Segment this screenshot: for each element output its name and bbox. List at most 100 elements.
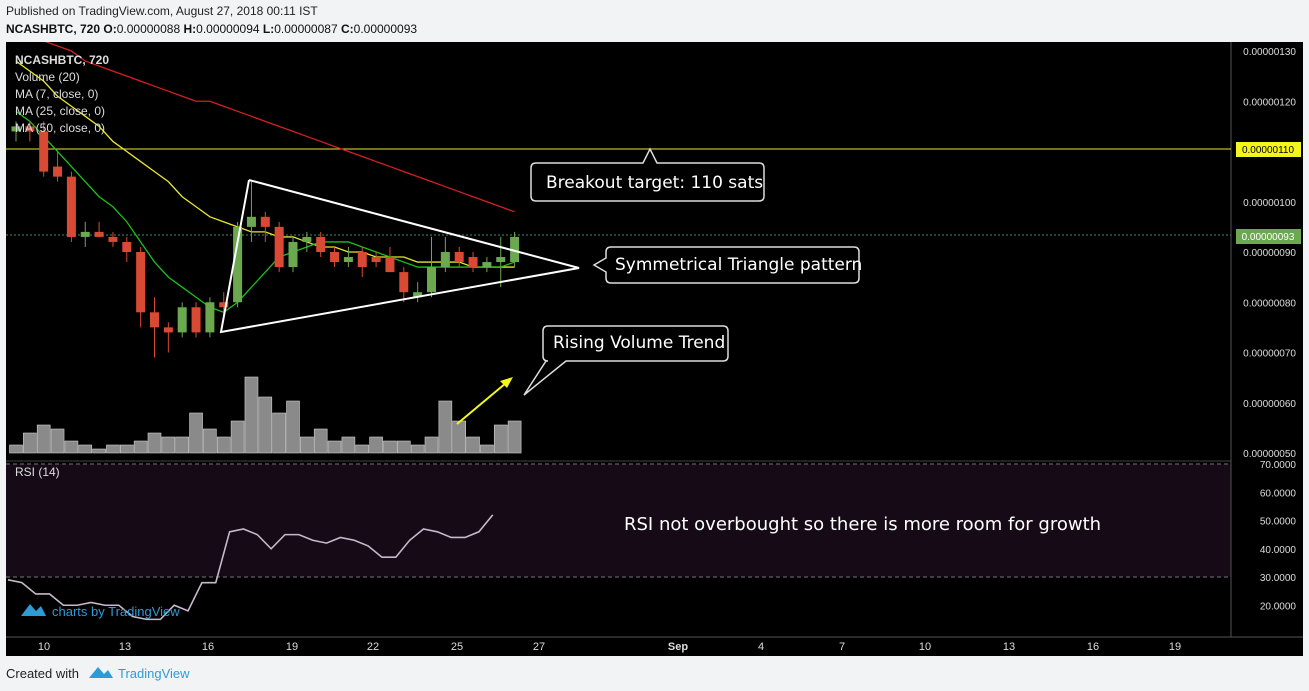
candle-body [163,327,173,333]
rsi-annotation: RSI not overbought so there is more room… [624,514,1101,535]
candle-body [440,252,450,268]
candle-body [330,252,340,263]
candle-body [25,126,35,132]
volume-bar [383,440,397,454]
volume-bar [50,428,65,454]
breakout-callout-text: Breakout target: 110 sats [546,173,763,193]
volume-bar [507,420,522,454]
rsi-tick-label: 30.0000 [1260,573,1297,584]
price-axis: 0.00000130 0.00000120 0.00000100 0.00000090… [1243,47,1296,460]
volume-bar [230,420,245,454]
time-tick-label: 19 [1169,641,1181,653]
candle-body [39,131,49,172]
bottom-bar [0,656,1309,691]
candle-body [11,126,21,132]
volume-bar [480,444,494,454]
volume-bar [452,420,467,454]
current-price-tag [1236,229,1301,244]
ohlc-l-label: L: [262,22,275,36]
ohlc-l-value: 0.00000087 [274,22,338,36]
target-price-tag [1236,142,1301,157]
legend-ma7: MA (7, close, 0) [15,87,98,101]
ohlc-symbol: NCASHBTC, 720 [6,22,101,36]
volume-bar [396,440,411,454]
tradingview-watermark: charts by TradingView [21,604,180,619]
time-tick-label: 13 [119,641,131,653]
breakout-callout [530,147,765,202]
candle-body [246,216,256,227]
candle-body [357,252,367,268]
volume-bar [300,436,314,454]
watermark-text: charts by TradingView [52,604,180,619]
candle-body [371,257,381,263]
candle-body [343,257,353,263]
ma7-line [15,110,515,314]
candle-body [177,307,187,333]
volume-bar [216,436,231,454]
volume-bar [189,412,203,454]
price-tick-label: 0.00000090 [1243,248,1296,259]
triangle-callout-text: Symmetrical Triangle pattern [615,255,862,275]
volume-bar [175,436,189,454]
candle-body [80,231,90,237]
ohlc-c-value: 0.00000093 [353,22,418,36]
price-tick-label: 0.00000050 [1243,449,1296,460]
volume-bar [9,444,23,454]
rsi-polyline [7,514,494,621]
rsi-tick-label: 60.0000 [1260,488,1297,499]
volume-arrow-line [456,382,507,425]
volume-bar [410,444,425,454]
target-price-tag-text: 0.00000110 [1242,145,1295,156]
candle-body [191,307,201,333]
volume-bar [355,444,370,454]
candle-body [53,166,63,177]
published-text: Published on TradingView.com, August 27,… [6,4,318,18]
rsi-legend: RSI (14) [15,465,60,479]
volume-bar [106,444,120,454]
price-tick-label: 0.00000080 [1243,298,1296,309]
volume-bar [23,432,37,454]
candle-body [136,252,146,313]
rsi-band [6,464,1231,577]
tradingview-cloud-icon [21,604,46,616]
candle-body [468,257,478,268]
created-with-text: Created with [6,666,79,681]
triangle-callout [592,246,860,284]
chart-area[interactable]: 0.00000130 0.00000120 0.00000100 0.00000090… [6,42,1303,656]
candle-body [108,236,118,242]
time-tick-label: 27 [533,641,545,653]
candle-body [496,257,506,263]
volume-bar [78,444,93,454]
top-bar: Published on TradingView.com, August 27,… [0,0,1309,42]
ohlc-c-label: C: [340,22,354,36]
time-tick-label: 10 [919,641,931,653]
candle-body [427,267,436,293]
candle-body [385,257,395,273]
price-tick-label: 0.00000070 [1243,349,1296,360]
time-tick-label: 16 [1087,641,1099,653]
candle-body [150,312,159,328]
tradingview-logo-icon [89,667,113,678]
candle-body [316,236,326,252]
candles [11,121,520,358]
ohlc-readout: NCASHBTC, 720 O:0.00000088 H:0.00000094 … [6,22,417,36]
candle-body [66,176,76,237]
volume-bar [92,448,106,454]
volume-bar [424,436,439,454]
time-axis: 10 13 16 19 22 25 27 Sep 4 7 10 13 16 19 [38,641,1181,653]
candle-body [399,272,409,293]
candle-body [122,241,132,252]
rsi-line [7,514,494,621]
volume-bar [120,444,134,454]
candle-body [302,236,312,242]
volume-bars [9,376,522,454]
volume-bar [493,424,508,454]
candle-body [510,236,520,263]
volume-bar [438,400,453,454]
volume-bar [203,428,217,454]
candle-body [260,216,270,227]
volume-bar [258,396,273,454]
chart-svg[interactable]: 0.00000130 0.00000120 0.00000100 0.00000090… [6,42,1303,656]
price-tick-label: 0.00000130 [1243,47,1296,58]
time-tick-label: 13 [1003,641,1015,653]
